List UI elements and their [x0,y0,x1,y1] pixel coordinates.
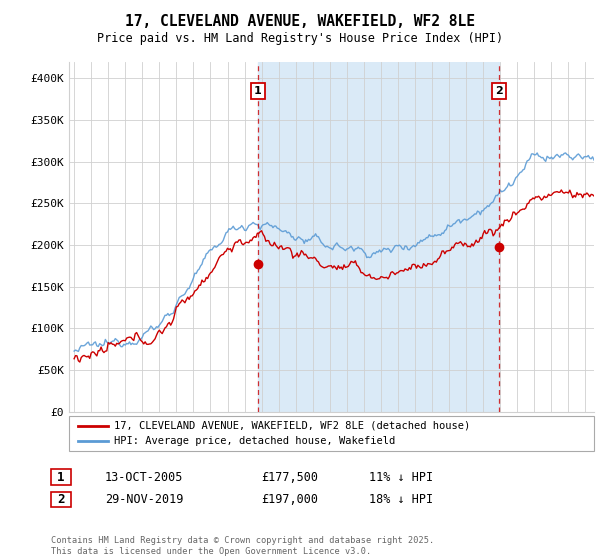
Text: 2: 2 [495,86,503,96]
Text: Price paid vs. HM Land Registry's House Price Index (HPI): Price paid vs. HM Land Registry's House … [97,32,503,45]
Text: 13-OCT-2005: 13-OCT-2005 [105,470,184,484]
Text: 1: 1 [254,86,262,96]
Bar [258,62,499,412]
Text: 2: 2 [57,493,65,506]
Text: 11% ↓ HPI: 11% ↓ HPI [369,470,433,484]
Text: Contains HM Land Registry data © Crown copyright and database right 2025.
This d: Contains HM Land Registry data © Crown c… [51,536,434,556]
Text: 18% ↓ HPI: 18% ↓ HPI [369,493,433,506]
Text: 1: 1 [57,470,65,484]
Text: 29-NOV-2019: 29-NOV-2019 [105,493,184,506]
Text: HPI: Average price, detached house, Wakefield: HPI: Average price, detached house, Wake… [114,436,395,446]
Text: £177,500: £177,500 [261,470,318,484]
Text: £197,000: £197,000 [261,493,318,506]
Text: 17, CLEVELAND AVENUE, WAKEFIELD, WF2 8LE: 17, CLEVELAND AVENUE, WAKEFIELD, WF2 8LE [125,14,475,29]
Text: 17, CLEVELAND AVENUE, WAKEFIELD, WF2 8LE (detached house): 17, CLEVELAND AVENUE, WAKEFIELD, WF2 8LE… [114,421,470,431]
